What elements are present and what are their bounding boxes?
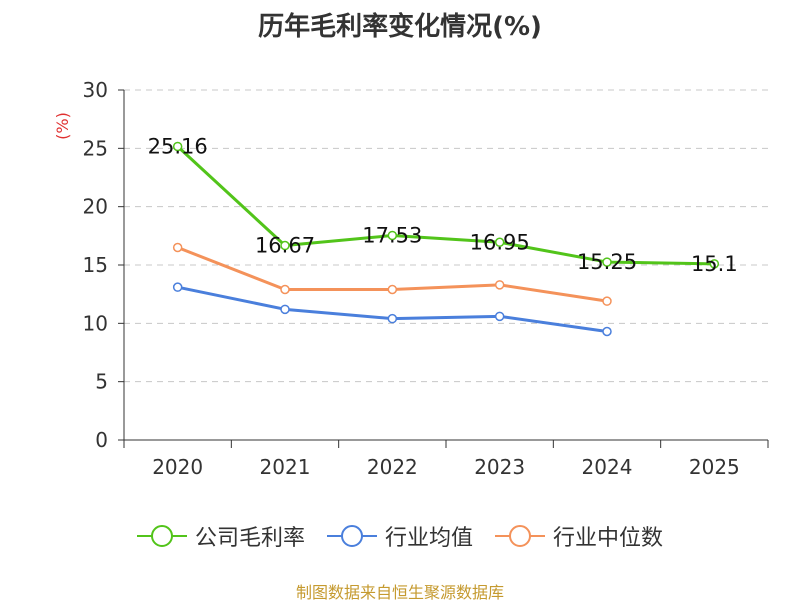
x-tick-label: 2023 <box>474 455 525 479</box>
data-point <box>494 311 505 322</box>
legend-item[interactable]: 公司毛利率 <box>136 520 305 552</box>
data-point <box>280 304 290 315</box>
y-tick-label: 10 <box>83 311 108 335</box>
data-point <box>280 284 290 295</box>
data-label: 16.67 <box>255 234 315 258</box>
source-note: 制图数据来自恒生聚源数据库 <box>295 583 504 602</box>
data-point <box>602 296 612 306</box>
y-tick-label: 15 <box>83 253 108 277</box>
grid-lines <box>124 89 768 383</box>
y-tick-label: 25 <box>83 136 108 160</box>
data-point <box>494 280 505 290</box>
y-tick-label: 0 <box>95 428 108 452</box>
x-tick-label: 2024 <box>582 455 633 479</box>
data-label: 25.16 <box>148 134 208 158</box>
y-tick-label: 30 <box>83 78 108 102</box>
data-point <box>280 240 290 251</box>
x-tick-label: 2021 <box>260 455 311 479</box>
x-tick-label: 2025 <box>689 455 740 479</box>
x-tick-label: 2020 <box>152 455 203 479</box>
x-tick-label: 2022 <box>367 455 418 479</box>
legend-label: 行业均值 <box>384 526 473 551</box>
data-labels: 25.16 16.67 17.53 16.95 15.25 15.1 <box>148 134 738 275</box>
y-tick-label: 20 <box>83 195 108 219</box>
series-lines <box>172 141 720 337</box>
data-label: 16.95 <box>470 230 530 254</box>
data-point <box>602 326 612 337</box>
data-label: 15.25 <box>577 250 637 274</box>
legend-label: 行业中位数 <box>553 526 664 551</box>
legend-marker <box>326 525 377 547</box>
y-axis-label: (%) <box>53 112 72 140</box>
legend-label: 公司毛利率 <box>194 526 305 551</box>
data-label: 15.1 <box>691 252 738 276</box>
data-point <box>172 282 183 292</box>
chart-title: 历年毛利率变化情况(%) <box>258 12 542 42</box>
data-point <box>172 242 183 253</box>
data-point <box>387 230 398 241</box>
data-point <box>494 237 505 247</box>
legend: 公司毛利率 行业均值 行业中位数 <box>0 520 800 552</box>
data-point <box>602 257 612 267</box>
data-point <box>387 284 398 295</box>
legend-marker <box>136 525 187 547</box>
series-line <box>176 145 715 266</box>
legend-item[interactable]: 行业中位数 <box>495 520 663 552</box>
y-tick-label: 5 <box>95 370 108 394</box>
legend-item[interactable]: 行业均值 <box>326 520 473 552</box>
data-label: 17.53 <box>362 223 422 247</box>
data-point <box>387 313 398 324</box>
data-point <box>172 141 183 152</box>
data-point <box>709 259 720 269</box>
legend-marker <box>495 525 545 547</box>
